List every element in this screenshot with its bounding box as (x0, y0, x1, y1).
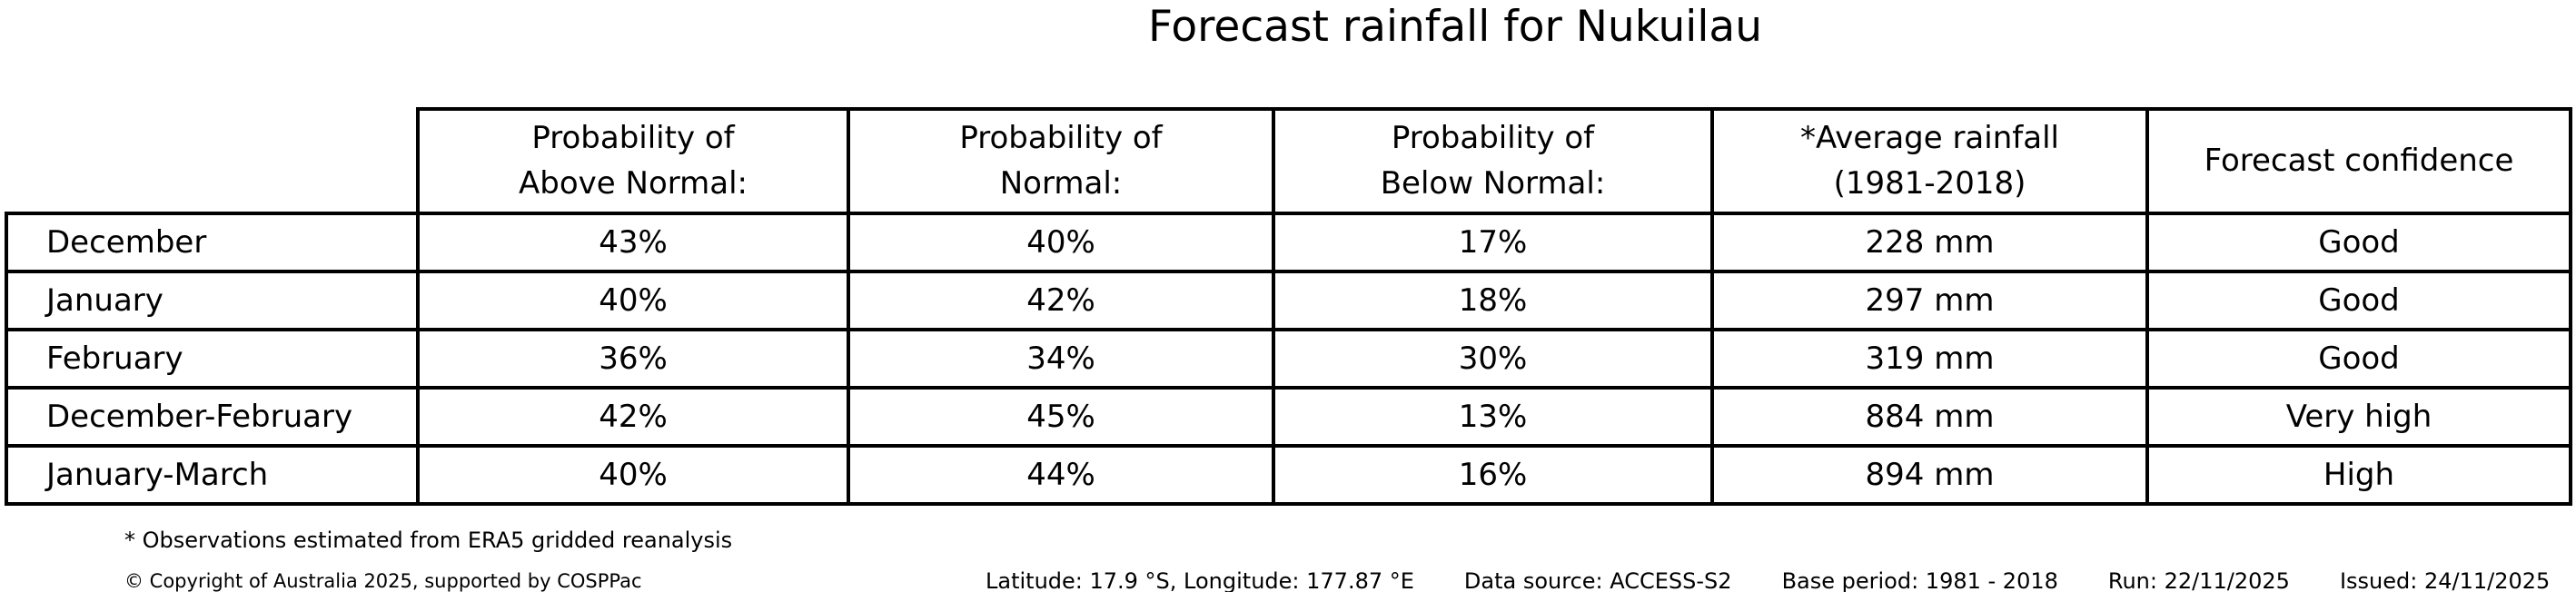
cell-below-normal: 18% (1272, 270, 1714, 331)
cell-average-rainfall: 319 mm (1710, 328, 2149, 390)
row-label: December (5, 212, 420, 273)
cell-above-normal: 40% (416, 270, 850, 331)
footer-data-source: Data source: ACCESS-S2 (1463, 568, 1732, 592)
cell-below-normal: 30% (1272, 328, 1714, 390)
cell-average-rainfall: 228 mm (1710, 212, 2149, 273)
cell-average-rainfall: 894 mm (1710, 444, 2149, 506)
cell-confidence: Very high (2145, 386, 2572, 448)
cell-above-normal: 36% (416, 328, 850, 390)
cell-above-normal: 43% (416, 212, 850, 273)
table-row: January-March 40% 44% 16% 894 mm High (5, 444, 2572, 506)
footer-run-date: Run: 22/11/2025 (2107, 568, 2290, 592)
footer-location: Latitude: 17.9 °S, Longitude: 177.87 °E (986, 568, 1414, 592)
cell-below-normal: 13% (1272, 386, 1714, 448)
column-header-average-rainfall: *Average rainfall (1981-2018) (1710, 107, 2149, 215)
cell-below-normal: 16% (1272, 444, 1714, 506)
row-label: February (5, 328, 420, 390)
table-row: December-February 42% 45% 13% 884 mm Ver… (5, 386, 2572, 448)
footer-metadata: Latitude: 17.9 °S, Longitude: 177.87 °E … (986, 568, 2550, 592)
table-row: January 40% 42% 18% 297 mm Good (5, 270, 2572, 331)
cell-confidence: Good (2145, 270, 2572, 331)
footer-base-period: Base period: 1981 - 2018 (1781, 568, 2058, 592)
row-label: January-March (5, 444, 420, 506)
cell-average-rainfall: 297 mm (1710, 270, 2149, 331)
cell-normal: 34% (847, 328, 1275, 390)
column-header-normal: Probability of Normal: (847, 107, 1275, 215)
table-row: February 36% 34% 30% 319 mm Good (5, 328, 2572, 390)
cell-below-normal: 17% (1272, 212, 1714, 273)
copyright-text: © Copyright of Australia 2025, supported… (124, 570, 642, 592)
column-header-above-normal: Probability of Above Normal: (416, 107, 850, 215)
cell-normal: 42% (847, 270, 1275, 331)
row-label: January (5, 270, 420, 331)
page-title: Forecast rainfall for Nukuilau (1148, 2, 1762, 52)
cell-above-normal: 42% (416, 386, 850, 448)
column-header-forecast-confidence: Forecast confidence (2145, 107, 2572, 215)
cell-average-rainfall: 884 mm (1710, 386, 2149, 448)
cell-normal: 40% (847, 212, 1275, 273)
forecast-table: Probability of Above Normal: Probability… (5, 107, 2572, 506)
footer-issued-date: Issued: 24/11/2025 (2339, 568, 2551, 592)
cell-normal: 44% (847, 444, 1275, 506)
cell-confidence: Good (2145, 328, 2572, 390)
cell-confidence: Good (2145, 212, 2572, 273)
corner-blank-cell (6, 109, 418, 213)
cell-confidence: High (2145, 444, 2572, 506)
table-header-row: Probability of Above Normal: Probability… (6, 107, 2572, 215)
row-label: December-February (5, 386, 420, 448)
cell-above-normal: 40% (416, 444, 850, 506)
footnote: * Observations estimated from ERA5 gridd… (124, 528, 733, 553)
cell-normal: 45% (847, 386, 1275, 448)
column-header-below-normal: Probability of Below Normal: (1272, 107, 1714, 215)
table-row: December 43% 40% 17% 228 mm Good (5, 212, 2572, 273)
